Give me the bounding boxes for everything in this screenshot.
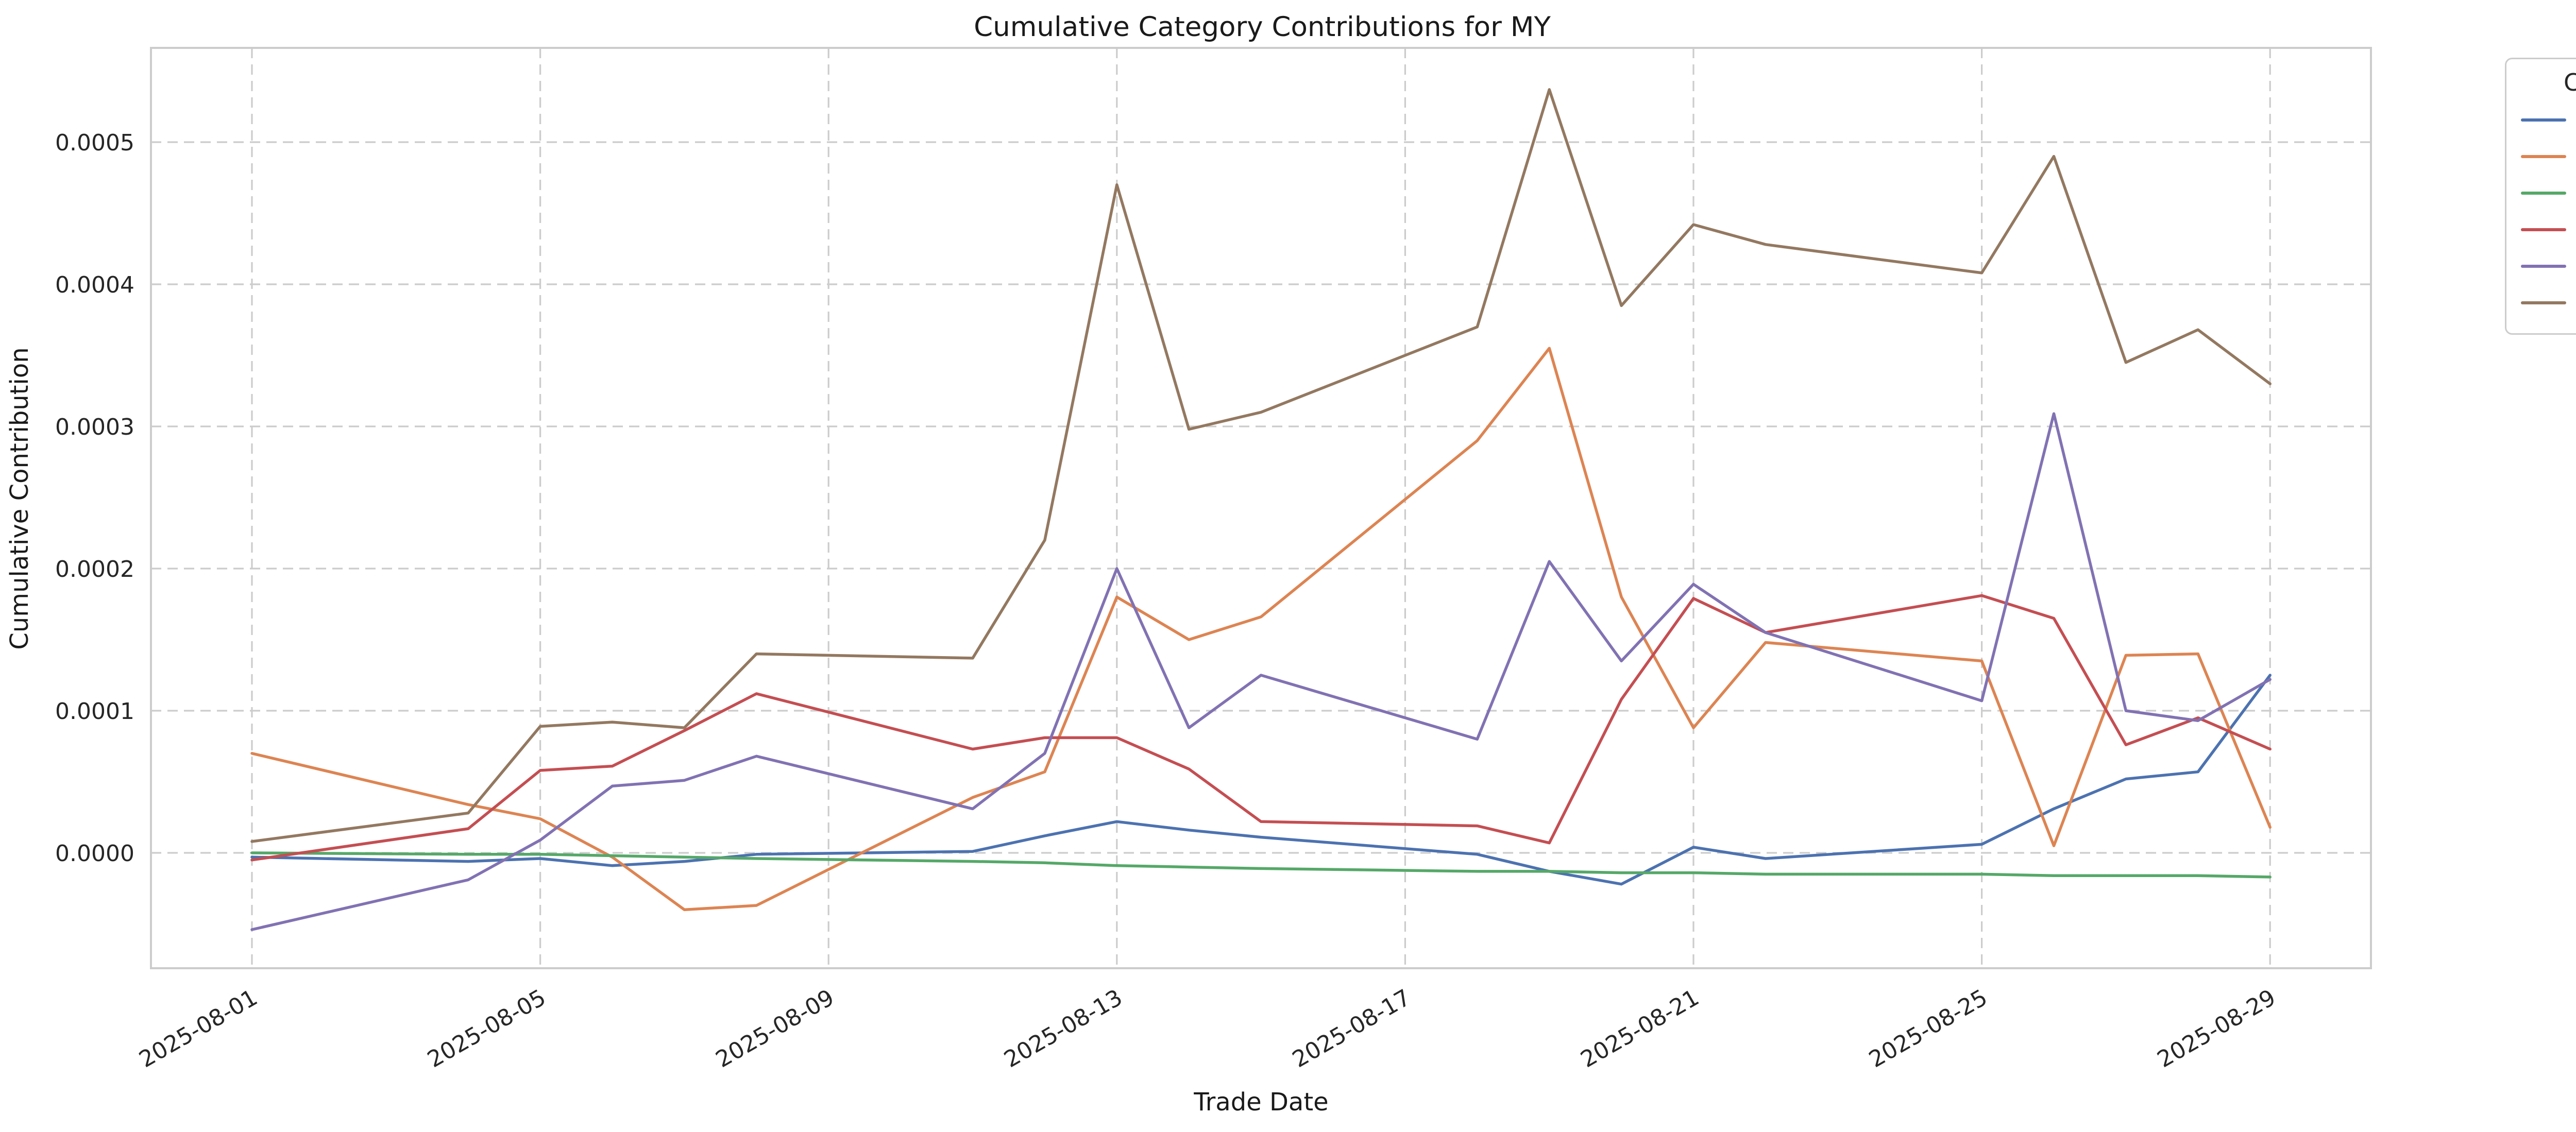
x-axis-label: Trade Date (1194, 1088, 1329, 1117)
y-axis-label: Cumulative Contribution (5, 347, 34, 650)
plot-border (150, 47, 2372, 969)
series-line-risk_exposure (250, 594, 2272, 862)
x-tick-label: 2025-08-09 (711, 984, 839, 1073)
legend-item-risk_exposure: risk_exposure (2521, 211, 2576, 248)
x-tick-label: 2025-08-13 (999, 984, 1127, 1073)
legend-title: Category (2563, 68, 2576, 96)
legend-line-swatch-unexplained (2521, 264, 2566, 268)
x-tick-label: 2025-08-05 (423, 984, 550, 1073)
x-tick-label: 2025-08-01 (135, 984, 262, 1073)
y-tick-label: 0.0003 (55, 414, 134, 440)
series-line-alpha_total (250, 674, 2272, 886)
legend-line-swatch-cost (2521, 191, 2566, 195)
x-tick-label: 2025-08-25 (1865, 984, 1992, 1073)
y-tick-label: 0.0004 (55, 272, 134, 298)
x-tick-label: 2025-08-29 (2153, 984, 2280, 1073)
series-line-cost (250, 851, 2272, 879)
legend-line-swatch-Total (2521, 301, 2566, 304)
series-line-tilt_total (250, 347, 2272, 912)
y-tick-label: 0.0002 (55, 556, 134, 582)
y-tick-label: 0.0000 (55, 841, 134, 867)
series-line-Total (250, 88, 2272, 843)
legend-line-swatch-alpha_total (2521, 118, 2566, 122)
chart-title: Cumulative Category Contributions for MY (974, 11, 1551, 43)
legend-item-unexplained: unexplained (2521, 248, 2576, 284)
legend: Category alpha_totaltilt_totalcostrisk_e… (2505, 58, 2576, 335)
y-tick-label: 0.0001 (55, 698, 134, 725)
legend-line-swatch-risk_exposure (2521, 228, 2566, 231)
y-tick-label: 0.0005 (55, 130, 134, 156)
series-line-unexplained (250, 412, 2272, 931)
legend-item-Total: Total (2521, 284, 2576, 321)
legend-item-cost: cost (2521, 175, 2576, 211)
legend-items: alpha_totaltilt_totalcostrisk_exposureun… (2521, 101, 2576, 321)
legend-item-alpha_total: alpha_total (2521, 101, 2576, 138)
x-tick-label: 2025-08-21 (1577, 984, 1704, 1073)
legend-line-swatch-tilt_total (2521, 155, 2566, 158)
legend-item-tilt_total: tilt_total (2521, 138, 2576, 175)
x-tick-label: 2025-08-17 (1288, 984, 1415, 1073)
